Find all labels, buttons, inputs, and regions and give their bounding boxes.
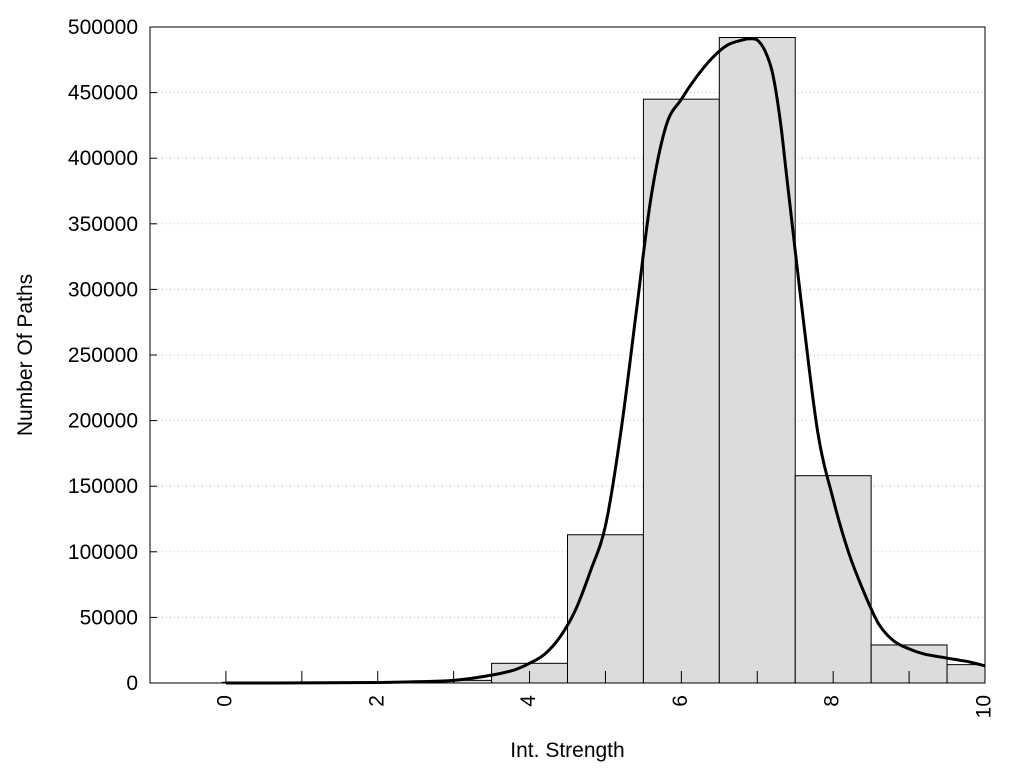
y-tick-label: 500000 [68, 16, 138, 39]
y-tick-label: 400000 [68, 147, 138, 170]
y-axis: 0 50000 100000 150000 200000 250000 300000 3500… [68, 16, 157, 695]
y-axis-label: Number Of Paths [14, 274, 37, 436]
x-tick-label: 6 [669, 695, 692, 707]
histogram-bar [642, 98, 720, 684]
x-axis-label: Int. Strength [510, 739, 624, 762]
x-tick-label: 0 [213, 695, 236, 707]
curve-layer [225, 37, 986, 685]
x-axis: 0 2 4 6 8 10 [213, 671, 996, 718]
x-tick-label: 2 [365, 695, 388, 707]
x-tick-label: 8 [821, 695, 844, 707]
y-tick-label: 100000 [68, 541, 138, 564]
histogram-bar [718, 36, 796, 684]
y-tick-label: 150000 [68, 475, 138, 498]
y-tick-label: 0 [126, 672, 138, 695]
y-tick-label: 250000 [68, 344, 138, 367]
bars-layer [221, 36, 986, 684]
density-curve [225, 37, 986, 685]
y-tick-label: 350000 [68, 213, 138, 236]
histogram-bar [567, 534, 644, 684]
y-tick-label: 450000 [68, 82, 138, 105]
y-tick-label: 50000 [80, 606, 138, 629]
y-tick-label: 300000 [68, 278, 138, 301]
x-tick-label: 4 [517, 695, 540, 707]
histogram-bar [946, 664, 986, 684]
y-tick-label: 200000 [68, 410, 138, 433]
x-tick-label: 10 [973, 695, 996, 718]
